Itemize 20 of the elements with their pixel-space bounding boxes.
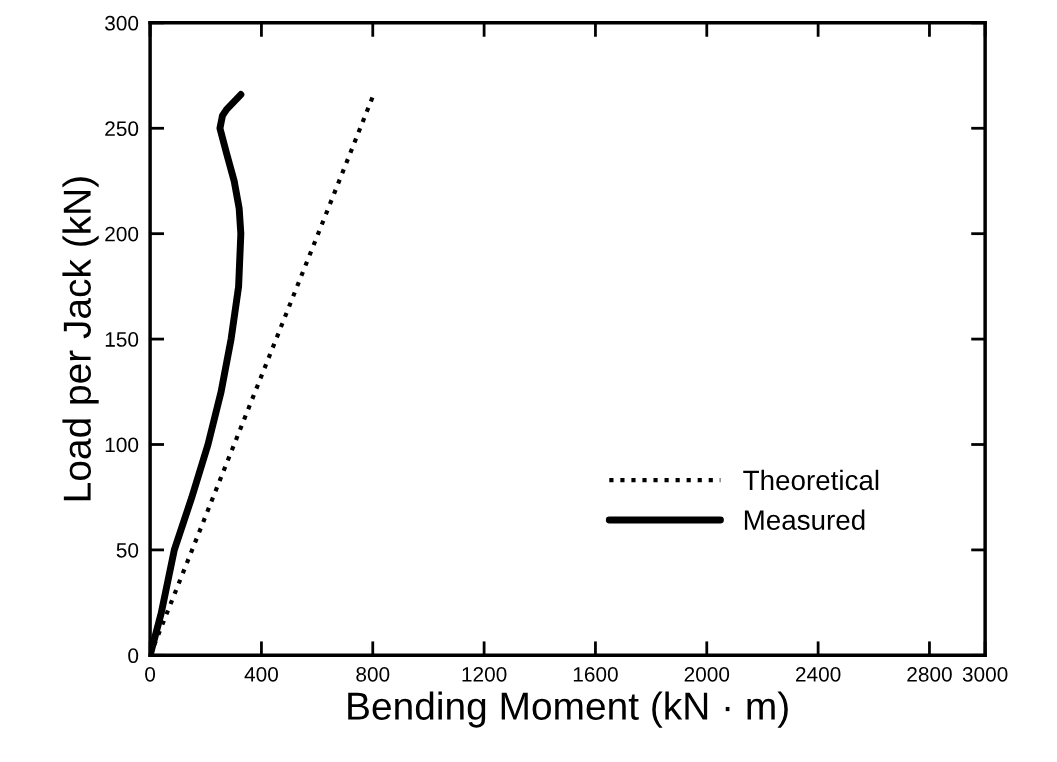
x-tick-label: 1200: [462, 666, 507, 682]
x-tick-label: 2800: [907, 666, 952, 682]
x-tick-label: 400: [244, 666, 278, 682]
y-tick-label: 150: [105, 332, 139, 347]
x-tick-label: 800: [356, 666, 390, 682]
x-tick-label: 3000: [962, 666, 1008, 682]
y-tick-label: 100: [105, 437, 139, 453]
y-tick-label: 250: [105, 121, 139, 137]
x-tick-label: 2000: [684, 666, 730, 682]
x-axis-title: Bending Moment (kN · m): [348, 691, 788, 728]
x-tick-label: 1600: [573, 666, 618, 682]
x-tick-label: 2400: [796, 666, 841, 682]
legend-label: Measured: [744, 509, 865, 530]
y-tick-label: 200: [105, 226, 139, 242]
y-tick-label: 50: [116, 542, 139, 558]
y-tick-label: 0: [128, 648, 139, 664]
y-axis-title: Load per Jack (kN): [62, 177, 99, 501]
legend-label: Theoretical: [743, 469, 879, 491]
x-tick-label: 0: [145, 666, 156, 682]
y-tick-label: 300: [105, 15, 139, 31]
